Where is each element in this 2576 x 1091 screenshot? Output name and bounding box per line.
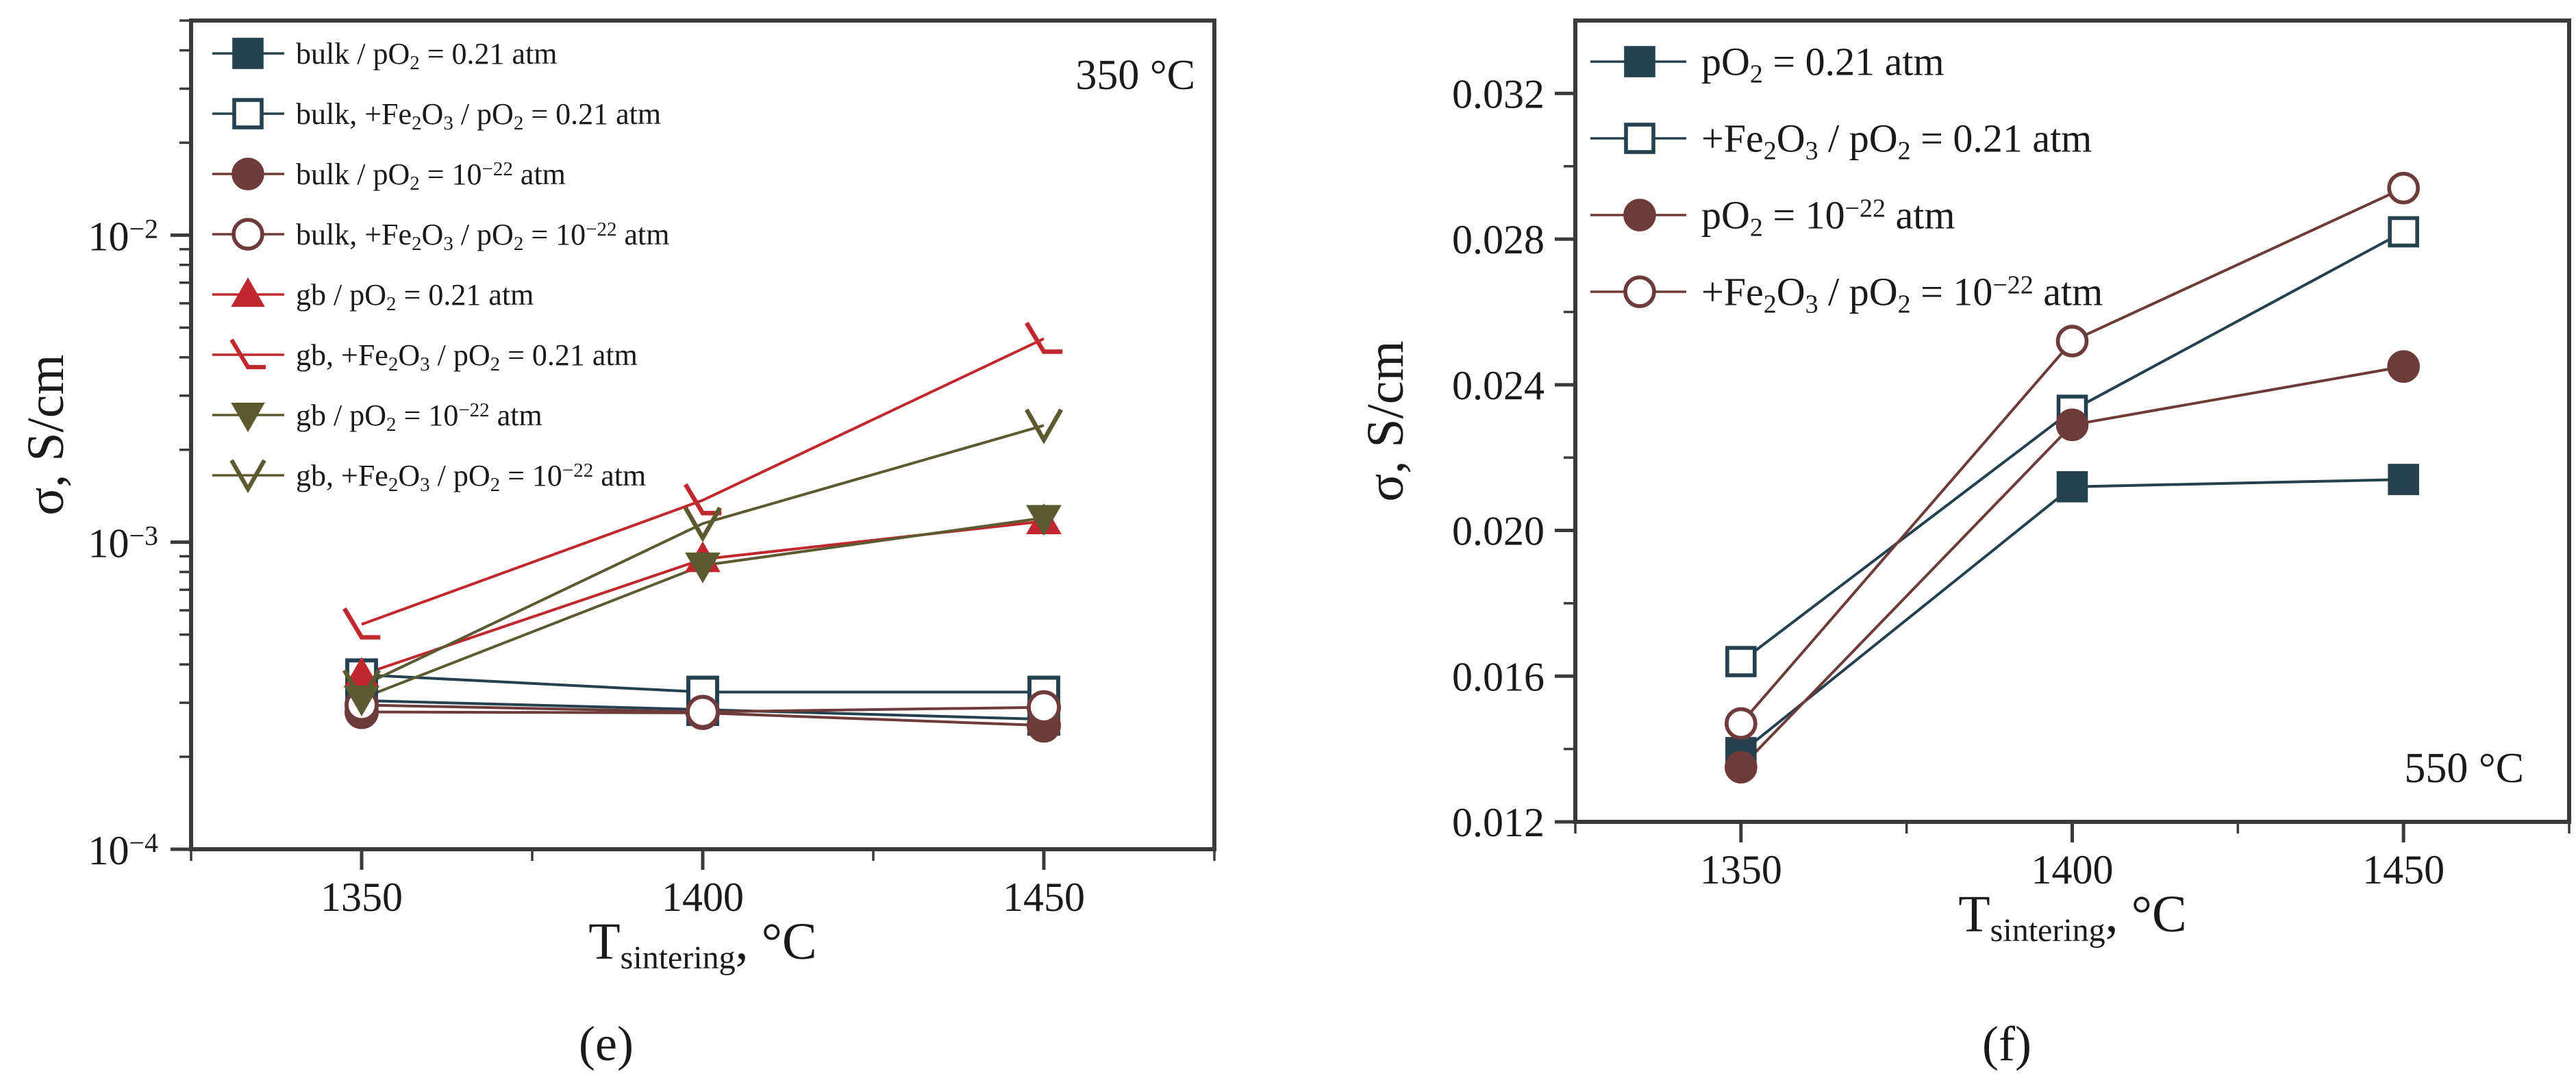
data-point-bulk-fe-low [1027, 690, 1061, 725]
legend-label: gb, +Fe2O3 / pO2 = 0.21 atm [296, 338, 638, 375]
data-point-gb-fe-air [342, 607, 381, 640]
legend-label: bulk / pO2 = 10−22 atm [296, 158, 566, 195]
x-axis-label: Tsintering, °C [588, 913, 817, 976]
legend-label: pO2 = 0.21 atm [1701, 40, 1944, 89]
legend-label: gb / pO2 = 10−22 atm [296, 399, 542, 436]
legend-swatch-marker [232, 218, 264, 251]
panel-label: (e) [579, 1016, 634, 1071]
data-point-fe-low [2055, 325, 2089, 358]
legend-swatch-marker [229, 459, 266, 494]
series-line-air [1740, 478, 2404, 754]
x-tick-label: 1350 [321, 875, 403, 920]
y-tick-label: 0.016 [1452, 654, 1545, 699]
series-line-gb-fe-air [361, 337, 1045, 626]
legend-item: +Fe2O3 / pO2 = 10−22 atm [1590, 270, 2103, 319]
y-tick-label: 0.032 [1452, 71, 1545, 116]
data-point-gb-fe-low [342, 669, 382, 705]
legend-swatch-marker [1624, 123, 1655, 154]
data-point-air [2056, 471, 2088, 503]
x-tick-label: 1450 [1003, 875, 1085, 920]
data-point-low [2055, 408, 2089, 442]
data-point-gb-low [685, 552, 721, 584]
y-tick-label: 0.012 [1452, 800, 1545, 845]
legend-label: +Fe2O3 / pO2 = 10−22 atm [1701, 270, 2103, 319]
legend-item: gb / pO2 = 10−22 atm [212, 399, 542, 436]
chart-panel-e: 1350 1400 1450 10−4 10−3 10−2 bulk / pO2 = 0.2… [17, 18, 1216, 1071]
legend-swatch-marker [231, 277, 265, 307]
y-tick-label: 10−4 [88, 827, 158, 873]
series-line-fe-low [1740, 186, 2405, 725]
data-point-low [2387, 350, 2420, 384]
legend-item: gb / pO2 = 0.21 atm [212, 277, 534, 315]
y-axis-label: σ, S/cm [17, 354, 75, 515]
y-tick-label: 10−3 [88, 521, 158, 566]
legend-item: gb, +Fe2O3 / pO2 = 10−22 atm [212, 459, 646, 496]
temperature-annotation: 550 °C [2404, 745, 2524, 792]
y-tick-label: 0.028 [1452, 217, 1545, 262]
chart-panel-f: 1350 1400 1450 0.012 0.016 0.020 0.024 0.028 0.0… [1357, 18, 2571, 1071]
legend-item: gb, +Fe2O3 / pO2 = 0.21 atm [212, 338, 638, 375]
data-point-fe-air [1725, 646, 1757, 677]
y-tick-label: 10−2 [88, 213, 158, 259]
legend-item: bulk / pO2 = 10−22 atm [212, 158, 566, 195]
data-point-bulk-fe-low [686, 694, 720, 729]
series-line-gb-fe-low [361, 424, 1045, 688]
data-point-fe-low [2387, 171, 2420, 205]
legend-label: +Fe2O3 / pO2 = 0.21 atm [1701, 116, 2092, 166]
legend-swatch-marker [231, 403, 265, 433]
legend: pO2 = 0.21 atm +Fe2O3 / pO2 = 0.21 atm pO2… [1590, 40, 2103, 319]
legend-swatch-marker [232, 98, 264, 129]
panel-label: (f) [1982, 1016, 2031, 1071]
legend-item: bulk, +Fe2O3 / pO2 = 10−22 atm [212, 218, 670, 255]
y-tick-label: 0.024 [1452, 363, 1545, 408]
y-tick-label: 0.020 [1452, 509, 1545, 554]
legend-label: bulk / pO2 = 0.21 atm [296, 37, 558, 74]
data-point-fe-air [2388, 216, 2419, 248]
legend-item: bulk / pO2 = 0.21 atm [212, 37, 558, 74]
data-point-gb-fe-low [683, 506, 723, 542]
legend-item: pO2 = 0.21 atm [1590, 40, 1944, 89]
legend-item: +Fe2O3 / pO2 = 0.21 atm [1590, 116, 2092, 166]
legend: bulk / pO2 = 0.21 atm bulk, +Fe2O3 / pO2 … [212, 37, 670, 496]
data-point-gb-fe-low [1024, 408, 1064, 444]
x-tick-label: 1400 [2031, 847, 2114, 892]
legend-swatch-marker [1623, 199, 1656, 231]
legend-swatch-marker [1624, 46, 1655, 77]
data-point-air [2388, 464, 2419, 495]
legend-label: gb / pO2 = 0.21 atm [296, 278, 534, 315]
legend-label: bulk, +Fe2O3 / pO2 = 0.21 atm [296, 97, 661, 134]
legend-swatch-marker [232, 158, 264, 190]
legend-label: pO2 = 10−22 atm [1701, 193, 1955, 242]
data-point-fe-low [1725, 707, 1758, 740]
legend-item: pO2 = 10−22 atm [1590, 193, 1955, 242]
x-tick-label: 1400 [662, 875, 744, 920]
legend-swatch-marker [232, 38, 264, 69]
legend-label: gb, +Fe2O3 / pO2 = 10−22 atm [296, 459, 646, 496]
data-point-gb-low [1026, 505, 1062, 536]
legend-swatch-marker [229, 338, 266, 370]
legend-item: bulk, +Fe2O3 / pO2 = 0.21 atm [212, 97, 661, 134]
x-tick-label: 1350 [1700, 847, 1782, 892]
data-point-gb-fe-air [1025, 321, 1063, 354]
legend-swatch-marker [1623, 275, 1656, 308]
temperature-annotation: 350 °C [1075, 52, 1195, 99]
data-point-low [1725, 751, 1758, 784]
legend-label: bulk, +Fe2O3 / pO2 = 10−22 atm [296, 218, 670, 255]
x-axis-label: Tsintering, °C [1958, 886, 2187, 949]
x-tick-label: 1450 [2362, 847, 2444, 892]
y-axis-label: σ, S/cm [1357, 340, 1414, 501]
